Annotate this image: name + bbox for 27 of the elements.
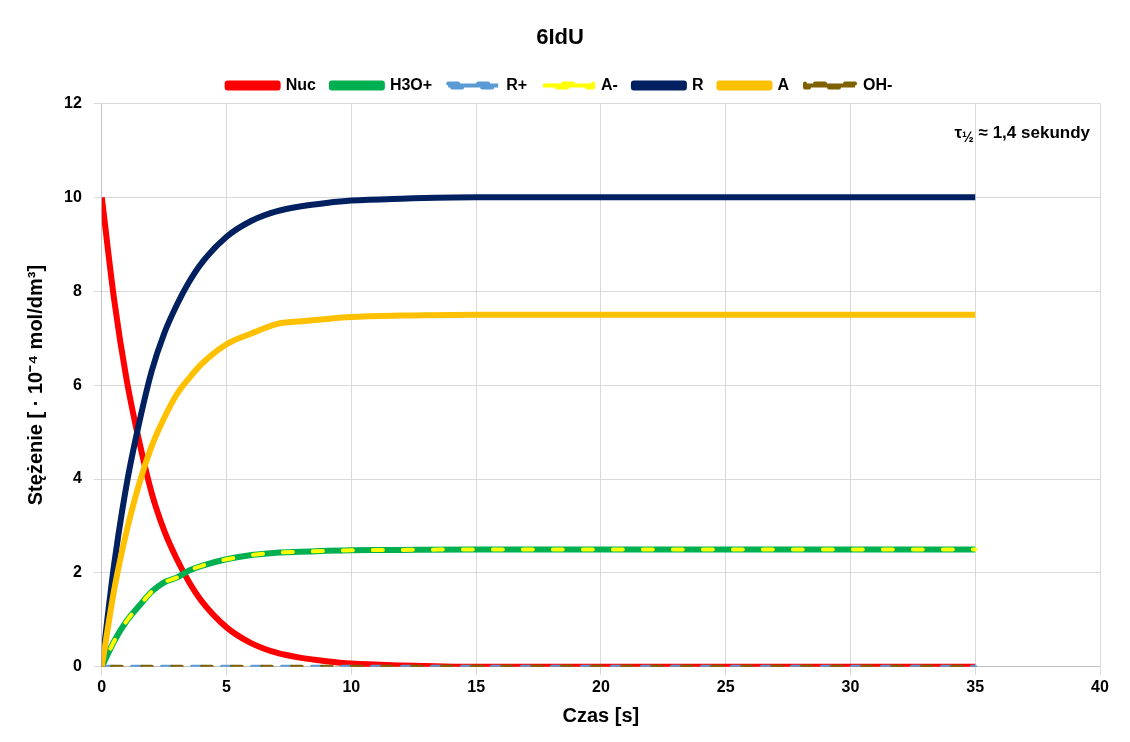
x-tick-label: 35: [966, 677, 985, 695]
y-tick-label: 4: [72, 469, 82, 487]
legend-label: R: [691, 75, 704, 93]
x-tick-label: 10: [342, 677, 361, 695]
legend-label: R+: [506, 75, 528, 93]
y-tick-label: 2: [72, 563, 82, 581]
legend-label: OH-: [863, 75, 893, 93]
x-tick-label: 30: [841, 677, 860, 695]
legend-label: H3O+: [389, 75, 433, 93]
y-tick-label: 0: [72, 657, 82, 675]
y-tick-label: 8: [72, 281, 82, 299]
chart-title: 6IdU: [536, 24, 584, 50]
x-tick-label: 0: [97, 677, 107, 695]
legend-label: A: [777, 75, 790, 93]
x-tick-label: 40: [1091, 677, 1109, 695]
legend-label: Nuc: [285, 75, 316, 93]
x-tick-label: 25: [716, 677, 735, 695]
y-tick-label: 6: [72, 375, 82, 393]
legend-label: A-: [601, 75, 618, 93]
annotation: τ$_{½}$ ≈ 1,4 sekundy: [954, 123, 1090, 146]
x-tick-label: 20: [592, 677, 610, 695]
x-axis-title: Czas [s]: [562, 703, 640, 726]
y-axis-title: Stężenie [ · 10⁻⁴ mol/dm³]: [23, 264, 46, 506]
x-tick-label: 15: [467, 677, 486, 695]
y-tick-label: 10: [64, 187, 82, 205]
x-tick-label: 5: [222, 677, 232, 695]
y-tick-label: 12: [64, 93, 82, 111]
